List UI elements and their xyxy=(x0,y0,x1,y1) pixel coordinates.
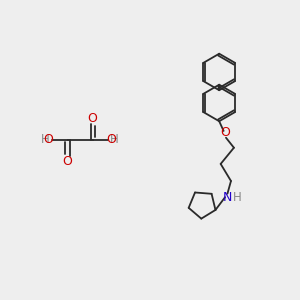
Text: O: O xyxy=(220,126,230,139)
Text: N: N xyxy=(223,191,232,204)
Text: H: H xyxy=(110,133,119,146)
Text: H: H xyxy=(41,133,50,146)
Text: O: O xyxy=(88,112,98,125)
Text: O: O xyxy=(44,133,53,146)
Text: O: O xyxy=(63,155,73,168)
Text: O: O xyxy=(107,133,117,146)
Text: H: H xyxy=(233,191,242,204)
